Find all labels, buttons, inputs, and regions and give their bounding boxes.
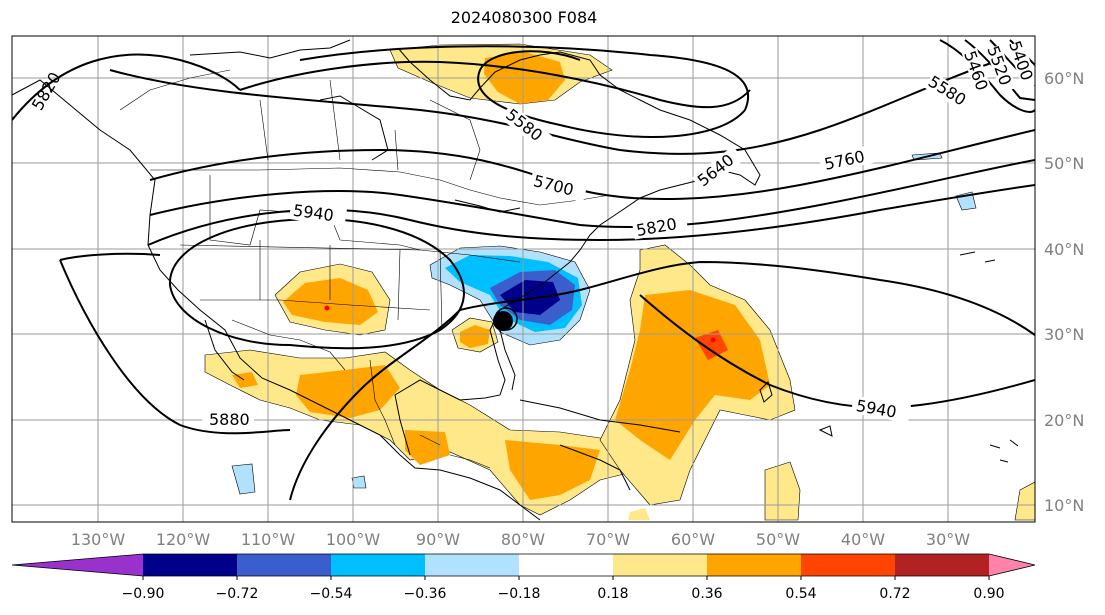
colorbar <box>11 553 1036 577</box>
coastlines <box>12 39 1019 521</box>
contour-label: 5940 <box>292 201 335 225</box>
latitude-labels: 60°N 50°N 40°N 30°N 20°N 10°N <box>1044 69 1084 515</box>
lon-label: 50°W <box>756 530 800 549</box>
lon-label: 60°W <box>671 530 715 549</box>
longitude-labels: 130°W 120°W 110°W 100°W 90°W 80°W 70°W 6… <box>71 530 970 549</box>
colorbar-extend-high <box>989 554 1035 576</box>
colorbar-tick-label: 0.72 <box>879 586 910 602</box>
graticule <box>12 36 1035 522</box>
colorbar-tick-label: 0.90 <box>973 586 1004 602</box>
lon-label: 100°W <box>326 530 381 549</box>
map-area: 5880 5940 5940 5820 5760 5700 5580 5640 … <box>12 36 1035 522</box>
positive-anomaly-shading <box>204 43 1035 521</box>
lon-label: 40°W <box>841 530 885 549</box>
colorbar-segment <box>801 554 896 576</box>
contour-label: 5760 <box>823 147 867 174</box>
colorbar-tick-label: −0.90 <box>122 586 165 602</box>
lat-label: 10°N <box>1044 496 1084 515</box>
contour-label: 5940 <box>855 396 898 422</box>
lon-label: 80°W <box>501 530 545 549</box>
lat-label: 20°N <box>1044 411 1084 430</box>
colorbar-segment <box>143 554 238 576</box>
colorbar-tick-label: −0.36 <box>404 586 447 602</box>
colorbar-segment <box>237 554 332 576</box>
colorbar-tick-label: −0.72 <box>216 586 259 602</box>
contour-label: 5820 <box>28 69 65 114</box>
max-marker <box>324 305 330 311</box>
lon-label: 30°W <box>926 530 970 549</box>
contour-label: 5580 <box>925 72 970 110</box>
lat-label: 40°N <box>1044 240 1084 259</box>
lon-label: 110°W <box>241 530 296 549</box>
lon-label: 130°W <box>71 530 126 549</box>
colorbar-tick-label: 0.36 <box>691 586 722 602</box>
colorbar-segment <box>895 554 990 576</box>
colorbar-segment <box>707 554 802 576</box>
colorbar-ticks: −0.90 −0.72 −0.54 −0.36 −0.18 0.18 0.36 0.54 0.7… <box>122 576 1005 602</box>
lon-label: 70°W <box>586 530 630 549</box>
lat-label: 60°N <box>1044 69 1084 88</box>
colorbar-segment <box>519 554 614 576</box>
map-title: 2024080300 F084 <box>450 8 598 27</box>
lat-label: 30°N <box>1044 325 1084 344</box>
colorbar-segment <box>331 554 426 576</box>
map-frame <box>11 35 1036 523</box>
colorbar-extend-low <box>12 554 143 576</box>
colorbar-tick-label: 0.54 <box>785 586 816 602</box>
lon-label: 90°W <box>416 530 460 549</box>
contour-label: 5880 <box>209 410 250 429</box>
lon-label: 120°W <box>156 530 211 549</box>
colorbar-tick-label: −0.54 <box>310 586 353 602</box>
lat-label: 50°N <box>1044 154 1084 173</box>
contour-label: 5820 <box>635 214 678 240</box>
colorbar-segment <box>425 554 520 576</box>
colorbar-tick-label: −0.18 <box>498 586 541 602</box>
contour-label: 5700 <box>532 171 576 199</box>
colorbar-tick-label: 0.18 <box>597 586 628 602</box>
colorbar-segment <box>613 554 708 576</box>
